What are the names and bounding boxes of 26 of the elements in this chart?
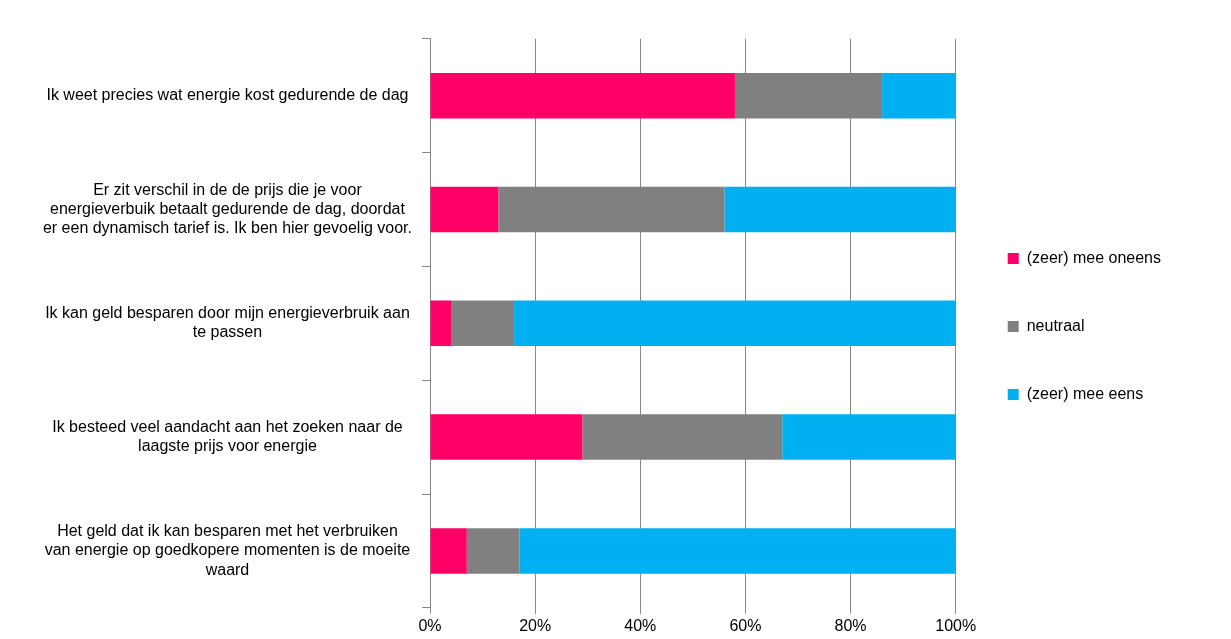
y-tick-label: Er zit verschil in de de prijs die je voor energieverbuik betaalt gedurende de dag, doordat er een dynamisch tarief is. Ik ben hier gevoelig voor. bbox=[42, 180, 412, 237]
x-tick-label: 100% bbox=[935, 616, 977, 634]
y-tick-label: Het geld dat ik kan besparen met het verbruiken van energie op goedkopere momenten is de moeite waard bbox=[44, 522, 411, 578]
bar bbox=[430, 528, 467, 574]
bar bbox=[514, 300, 956, 347]
bar bbox=[430, 72, 735, 119]
legend-label: (zeer) mee oneens bbox=[1026, 248, 1162, 266]
x-tick-label: 20% bbox=[519, 616, 552, 634]
bar bbox=[724, 186, 956, 233]
x-tick-label: 0% bbox=[418, 616, 442, 634]
x-tick-label: 40% bbox=[624, 616, 657, 634]
x-tick-label: 80% bbox=[834, 616, 867, 634]
bar bbox=[466, 528, 520, 574]
bar bbox=[882, 72, 956, 119]
bar bbox=[782, 414, 956, 460]
legend-label: (zeer) mee eens bbox=[1026, 384, 1144, 402]
y-tick-label: Ik kan geld besparen door mijn energieverbruik aan te passen bbox=[45, 304, 410, 341]
bar bbox=[430, 186, 499, 233]
y-tick-label: Ik besteed veel aandacht aan het zoeken naar de laagste prijs voor energie bbox=[52, 417, 403, 455]
y-tick-label: Ik weet precies wat energie kost gedurende de dag bbox=[46, 86, 409, 104]
bar bbox=[519, 528, 956, 574]
legend-label: neutraal bbox=[1026, 316, 1085, 334]
bar bbox=[451, 300, 515, 347]
x-tick-label: 60% bbox=[729, 616, 762, 634]
bar bbox=[430, 300, 452, 347]
bar bbox=[430, 414, 583, 460]
